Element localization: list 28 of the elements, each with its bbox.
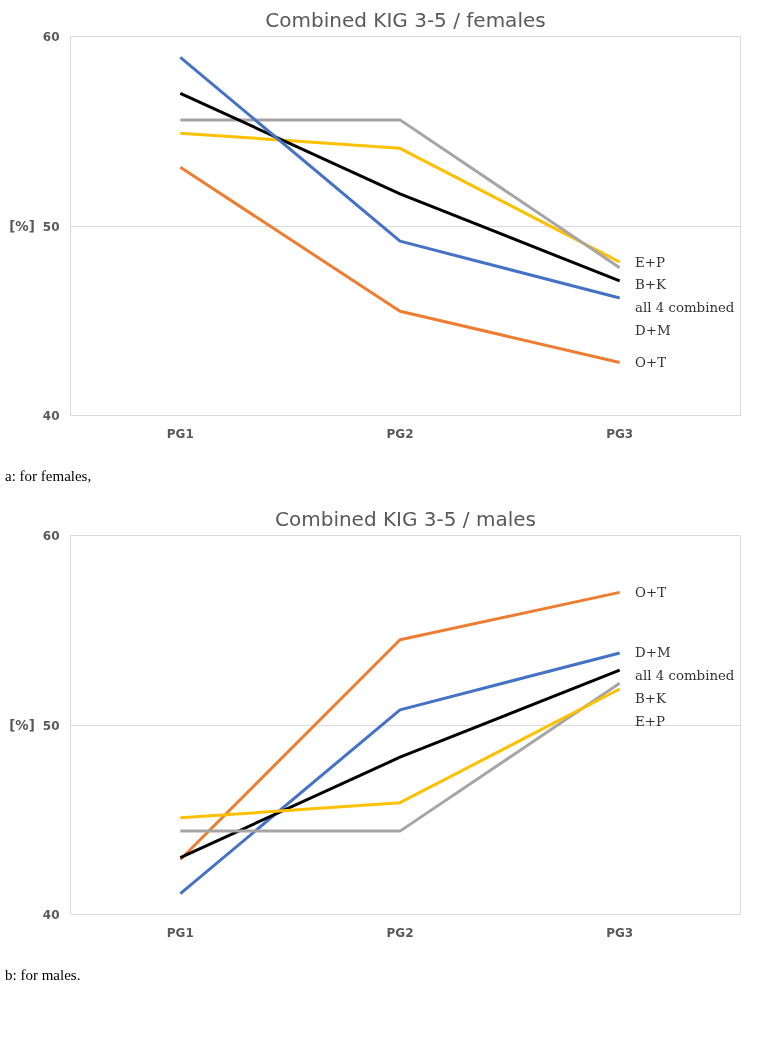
chart-title: Combined KIG 3-5 / females [265,7,546,32]
text: a: for females, [5,467,92,486]
x-tick-label: PG2 [386,426,414,441]
series-label: E+P [635,254,665,270]
series-label: all 4 combined [635,668,735,684]
series-label: O+T [635,584,667,600]
series-label: O+T [635,354,667,370]
series-label: D+M [635,645,671,661]
text: D+M [635,322,671,338]
text: E+P [635,713,665,729]
x-tick-label: PG2 [386,925,414,940]
series-label: all 4 combined [635,299,735,315]
y-tick-label: 60 [42,529,60,543]
text: b: for males. [5,966,81,985]
x-tick-label: PG1 [166,426,194,441]
y-tick-label: 50 [42,219,60,234]
y-tick-label: 60 [42,30,60,44]
y-tick-label: 50 [42,718,60,733]
x-tick-label: PG1 [166,925,194,940]
series-label: B+K [635,690,668,706]
series-label: B+K [635,277,668,293]
x-tick-label: PG3 [606,925,634,940]
y-axis-title: [%] [9,218,35,234]
y-tick-label: 40 [42,908,60,922]
chart-title: Combined KIG 3-5 / males [275,506,536,531]
y-tick-label: 40 [42,409,60,423]
x-tick-label: PG3 [606,426,634,441]
y-axis-title: [%] [9,717,35,733]
